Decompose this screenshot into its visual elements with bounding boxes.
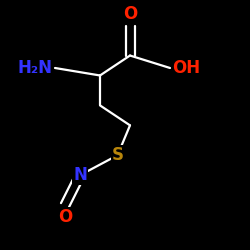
- Text: S: S: [112, 146, 124, 164]
- Text: O: O: [58, 208, 72, 226]
- Text: N: N: [73, 166, 87, 184]
- Text: H₂N: H₂N: [18, 59, 52, 77]
- Text: O: O: [123, 5, 137, 23]
- Text: OH: OH: [172, 59, 201, 77]
